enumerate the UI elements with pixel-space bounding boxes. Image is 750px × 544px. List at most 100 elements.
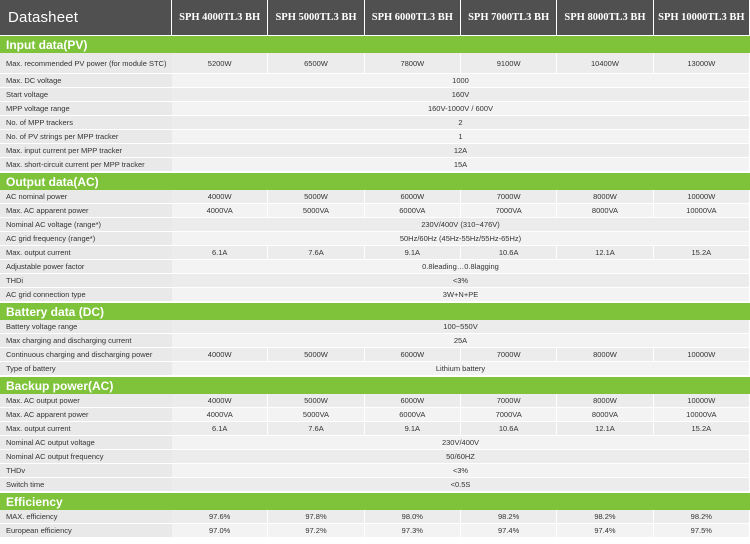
- cell-value: 98.2%: [557, 510, 654, 524]
- cell-value: 97.6%: [172, 510, 269, 524]
- cell-value: 4000W: [172, 348, 269, 362]
- cell-value: <0.5S: [172, 478, 750, 492]
- row-label: Nominal AC output frequency: [0, 450, 172, 464]
- cell-value: 9.1A: [364, 422, 461, 436]
- cell-value: 8000VA: [557, 408, 654, 422]
- row-label: Max. AC output power: [0, 394, 172, 408]
- cell-value: 97.4%: [460, 524, 558, 538]
- model-column-header: SPH 5000TL3 BH: [268, 0, 365, 35]
- cell-value: 7000VA: [460, 204, 558, 218]
- cell-value: 10000W: [653, 190, 750, 204]
- cell-value: 97.2%: [268, 524, 365, 538]
- cell-value: 97.3%: [364, 524, 461, 538]
- cell-value: 5000W: [268, 394, 365, 408]
- cell-value: 97.8%: [268, 510, 365, 524]
- cell-value: 9100W: [460, 53, 558, 74]
- cell-value: 1000: [172, 74, 750, 88]
- cell-value: 12.1A: [557, 246, 654, 260]
- cell-value: 50/60HZ: [172, 450, 750, 464]
- cell-value: 8000W: [557, 348, 654, 362]
- cell-value: 7000W: [460, 348, 558, 362]
- cell-value: 10400W: [557, 53, 654, 74]
- model-column-header: SPH 7000TL3 BH: [460, 0, 558, 35]
- row-label: MPP voltage range: [0, 102, 172, 116]
- section-title: Output data(AC): [0, 172, 750, 190]
- row-label: Max charging and discharging current: [0, 334, 172, 348]
- cell-value: 8000W: [557, 394, 654, 408]
- cell-value: 4000VA: [172, 204, 269, 218]
- row-label: Nominal AC voltage (range*): [0, 218, 172, 232]
- cell-value: Lithium battery: [172, 362, 750, 376]
- cell-value: 6000VA: [364, 408, 461, 422]
- row-label: AC nominal power: [0, 190, 172, 204]
- row-label: Max. output current: [0, 422, 172, 436]
- cell-value: 6.1A: [172, 246, 269, 260]
- cell-value: 6.1A: [172, 422, 269, 436]
- cell-value: 7000VA: [460, 408, 558, 422]
- row-label: Max. output current: [0, 246, 172, 260]
- cell-value: <3%: [172, 464, 750, 478]
- row-label: Switch time: [0, 478, 172, 492]
- section-title: Efficiency: [0, 492, 750, 510]
- section-output: Output data(AC) AC nominal power 4000W 5…: [0, 172, 750, 302]
- cell-value: 15.2A: [653, 246, 750, 260]
- row-label: Adjustable power factor: [0, 260, 172, 274]
- cell-value: 4000VA: [172, 408, 269, 422]
- row-label: Max. recommended PV power (for module ST…: [0, 53, 172, 74]
- cell-value: 2: [172, 116, 750, 130]
- cell-value: 6000W: [364, 348, 461, 362]
- cell-value: 15A: [172, 158, 750, 172]
- cell-value: 15.2A: [653, 422, 750, 436]
- cell-value: 0.8leading…0.8lagging: [172, 260, 750, 274]
- cell-value: 50Hz/60Hz (45Hz-55Hz/55Hz-65Hz): [172, 232, 750, 246]
- row-label: No. of MPP trackers: [0, 116, 172, 130]
- cell-value: 10000W: [653, 394, 750, 408]
- cell-value: 5000W: [268, 348, 365, 362]
- section-battery: Battery data (DC) Battery voltage range 1…: [0, 302, 750, 376]
- page-title: Datasheet: [0, 0, 172, 35]
- cell-value: 6000W: [364, 394, 461, 408]
- cell-value: 97.0%: [172, 524, 269, 538]
- section-backup: Backup power(AC) Max. AC output power 40…: [0, 376, 750, 492]
- cell-value: 5200W: [172, 53, 269, 74]
- cell-value: 97.5%: [653, 524, 750, 538]
- cell-value: 1: [172, 130, 750, 144]
- row-label: European efficiency: [0, 524, 172, 538]
- row-label: Max. AC apparent power: [0, 408, 172, 422]
- cell-value: 10000W: [653, 348, 750, 362]
- cell-value: 98.2%: [460, 510, 558, 524]
- row-label: AC grid frequency (range*): [0, 232, 172, 246]
- model-column-header: SPH 10000TL3 BH: [653, 0, 750, 35]
- cell-value: 98.2%: [653, 510, 750, 524]
- cell-value: 12A: [172, 144, 750, 158]
- cell-value: 4000W: [172, 394, 269, 408]
- model-column-header: SPH 4000TL3 BH: [172, 0, 269, 35]
- cell-value: 13000W: [653, 53, 750, 74]
- cell-value: 97.4%: [557, 524, 654, 538]
- cell-value: 98.0%: [364, 510, 461, 524]
- cell-value: 3W+N+PE: [172, 288, 750, 302]
- cell-value: 12.1A: [557, 422, 654, 436]
- cell-value: 100~550V: [172, 320, 750, 334]
- cell-value: 160V-1000V / 600V: [172, 102, 750, 116]
- row-label: THDi: [0, 274, 172, 288]
- cell-value: <3%: [172, 274, 750, 288]
- header-row: Datasheet SPH 4000TL3 BH SPH 5000TL3 BH …: [0, 0, 750, 35]
- row-label: Continuous charging and discharging powe…: [0, 348, 172, 362]
- cell-value: 4000W: [172, 190, 269, 204]
- row-label: Nominal AC output voltage: [0, 436, 172, 450]
- cell-value: 7000W: [460, 190, 558, 204]
- cell-value: 6000W: [364, 190, 461, 204]
- cell-value: 7.6A: [268, 246, 365, 260]
- cell-value: 25A: [172, 334, 750, 348]
- row-label: THDv: [0, 464, 172, 478]
- cell-value: 8000VA: [557, 204, 654, 218]
- row-label: Max. short-circuit current per MPP track…: [0, 158, 172, 172]
- cell-value: 5000VA: [268, 204, 365, 218]
- cell-value: 7800W: [364, 53, 461, 74]
- cell-value: 10.6A: [460, 246, 558, 260]
- model-column-header: SPH 6000TL3 BH: [364, 0, 461, 35]
- model-column-header: SPH 8000TL3 BH: [557, 0, 654, 35]
